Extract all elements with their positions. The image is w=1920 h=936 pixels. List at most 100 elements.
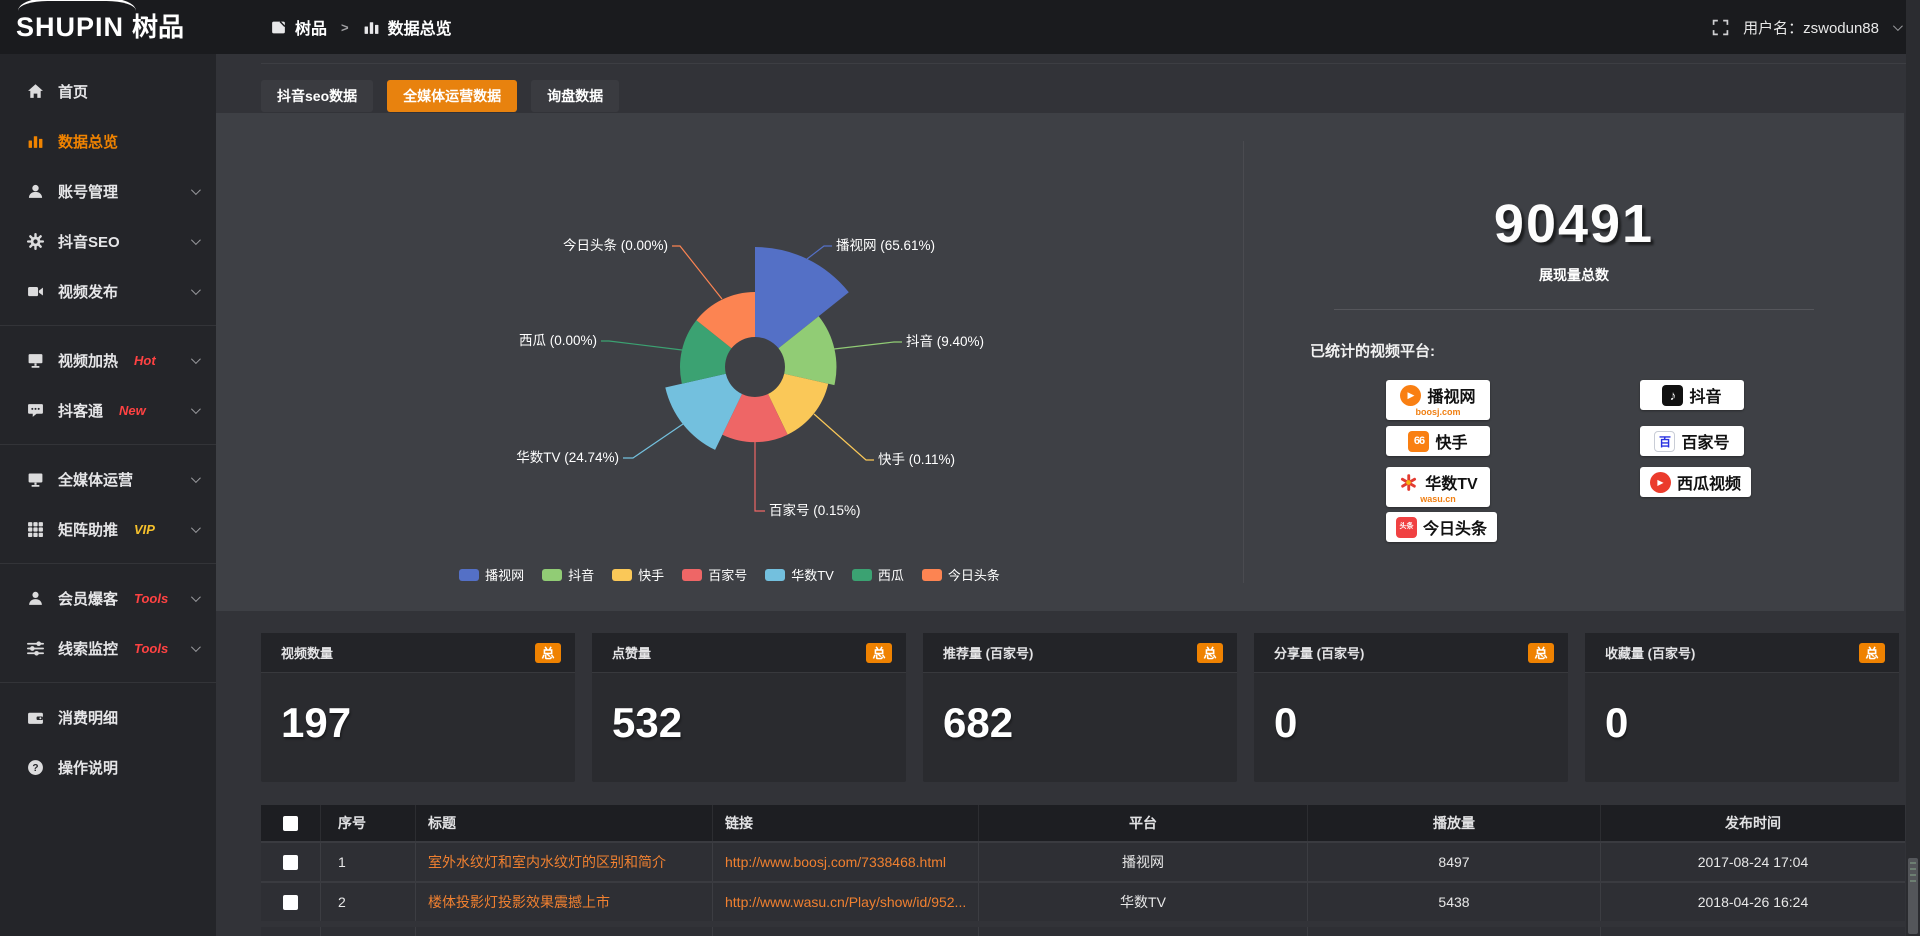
legend-item-今日头条[interactable]: 今日头条 — [921, 565, 1000, 584]
select-all-checkbox[interactable] — [283, 815, 298, 831]
chevron-down-icon[interactable] — [1892, 20, 1903, 31]
sidebar-item-label: 数据总览 — [58, 133, 119, 151]
stat-card-title: 分享量 (百家号) — [1274, 646, 1365, 661]
sidebar-item-13[interactable]: ? 操作说明 — [0, 742, 216, 792]
breadcrumb-item-home[interactable]: 树品 — [295, 21, 328, 38]
top-bar: SHUPIN 树品 树品 > 数据总览 用户名：zswodun88 — [0, 0, 1920, 54]
sidebar-item-11[interactable]: 线索监控 Tools — [0, 623, 216, 673]
row-checkbox[interactable] — [283, 854, 298, 870]
sidebar-item-12[interactable]: 消费明细 — [0, 692, 216, 742]
sidebar-item-4[interactable]: 抖音SEO — [0, 216, 216, 266]
sidebar-item-badge: Hot — [134, 352, 156, 368]
sidebar-item-1[interactable]: 首页 — [0, 66, 216, 116]
legend-item-抖音[interactable]: 抖音 — [542, 565, 594, 584]
grid-icon — [26, 520, 44, 538]
sidebar-item-label: 全媒体运营 — [58, 471, 134, 489]
pie-label: 百家号 (0.15%) — [769, 502, 861, 518]
breadcrumb-item-current[interactable]: 数据总览 — [387, 21, 452, 38]
total-badge[interactable]: 总 — [866, 642, 892, 663]
stat-card-title: 推荐量 (百家号) — [943, 646, 1034, 661]
legend-item-快手[interactable]: 快手 — [612, 565, 664, 584]
scrollbar-thumb[interactable] — [1908, 858, 1918, 934]
stat-card-value: 0 — [1605, 699, 1629, 746]
chat-icon — [26, 401, 44, 419]
sidebar: 首页数据总览账号管理 抖音SEO 视频发布视频加热 Hot 抖客通 New 全媒体运营矩阵助… — [0, 54, 216, 936]
tab-1[interactable]: 抖音seo数据 — [261, 80, 374, 112]
stat-card-value: 682 — [943, 699, 1014, 746]
pie-slice-播视网[interactable] — [755, 247, 849, 349]
platform-badge-华数TV[interactable]: 华数TV wasu.cn — [1386, 467, 1490, 507]
tab-3[interactable]: 询盘数据 — [531, 80, 620, 112]
sidebar-item-2[interactable]: 数据总览 — [0, 116, 216, 166]
legend-item-百家号[interactable]: 百家号 — [682, 565, 747, 584]
chart-legend: 播视网 抖音 快手 百家号 华数TV 西瓜 今日头条 — [216, 565, 1243, 584]
platform-badge-抖音[interactable]: ♪ 抖音 — [1640, 380, 1744, 410]
sidebar-item-6[interactable]: 视频加热 Hot — [0, 335, 216, 385]
chevron-down-icon — [190, 284, 201, 295]
tab-2[interactable]: 全媒体运营数据 — [387, 80, 518, 112]
pie-label: 今日头条 (0.00%) — [563, 237, 668, 253]
legend-item-华数TV[interactable]: 华数TV — [765, 565, 834, 584]
cell-url-link[interactable]: http://www.boosj.com/7338468.html — [725, 854, 947, 870]
pie-label-line — [601, 340, 683, 351]
table-header-row: 序号 标题 链接 平台 播放量 发布时间 — [261, 805, 1905, 841]
pie-slice-今日头条[interactable] — [696, 292, 755, 349]
toutiao-icon: 头条 — [1396, 516, 1417, 538]
stat-card-1: 视频数量 总 197 — [261, 633, 575, 782]
content-divider — [261, 63, 1906, 64]
legend-swatch — [765, 568, 786, 581]
sidebar-item-5[interactable]: 视频发布 — [0, 266, 216, 316]
pie-slice-西瓜[interactable] — [680, 320, 732, 384]
scrollbar-track[interactable] — [1906, 0, 1920, 936]
sidebar-item-7[interactable]: 抖客通 New — [0, 385, 216, 435]
pie-label: 西瓜 (0.00%) — [519, 333, 597, 348]
sliders-icon — [26, 639, 44, 657]
total-impressions-value: 90491 — [1493, 194, 1655, 254]
sidebar-item-8[interactable]: 全媒体运营 — [0, 454, 216, 504]
legend-item-西瓜[interactable]: 西瓜 — [851, 565, 904, 584]
platform-badge-今日头条[interactable]: 头条 今日头条 — [1386, 512, 1498, 542]
svg-text:?: ? — [32, 763, 38, 774]
cell-title-link[interactable]: 室外水纹灯和室内水纹灯的区别和简介 — [428, 854, 666, 870]
sidebar-item-10[interactable]: 会员爆客 Tools — [0, 573, 216, 623]
fullscreen-icon[interactable] — [1712, 19, 1729, 36]
chevron-down-icon — [190, 591, 201, 602]
platform-name: 西瓜视频 — [1677, 476, 1742, 493]
total-badge[interactable]: 总 — [535, 642, 561, 663]
pie-label-line — [623, 423, 684, 459]
pie-slice-抖音[interactable] — [778, 316, 837, 386]
platform-name: 播视网 — [1427, 389, 1476, 406]
sidebar-item-label: 会员爆客 — [58, 590, 119, 608]
pie-slice-快手[interactable] — [768, 373, 829, 435]
total-badge[interactable]: 总 — [1528, 642, 1554, 663]
legend-item-播视网[interactable]: 播视网 — [459, 565, 524, 584]
sidebar-item-label: 视频加热 — [58, 352, 119, 370]
sidebar-item-9[interactable]: 矩阵助推 VIP — [0, 504, 216, 554]
xigua-icon: ▶ — [1650, 471, 1671, 493]
platform-badge-快手[interactable]: 66 快手 — [1386, 426, 1490, 456]
douyin-icon: ♪ — [1662, 384, 1684, 406]
baijiahao-icon: 百 — [1654, 430, 1676, 452]
stat-card-3: 推荐量 (百家号) 总 682 — [923, 633, 1237, 782]
pie-slice-百家号[interactable] — [722, 394, 788, 443]
legend-swatch — [459, 568, 480, 581]
legend-swatch — [682, 568, 703, 581]
sidebar-item-label: 矩阵助推 — [58, 521, 119, 539]
total-badge[interactable]: 总 — [1197, 642, 1223, 663]
sidebar-item-3[interactable]: 账号管理 — [0, 166, 216, 216]
legend-swatch — [612, 568, 633, 581]
cell-index: 2 — [321, 883, 416, 921]
cell-url-link[interactable]: http://www.wasu.cn/Play/show/id/952... — [725, 894, 967, 910]
platform-badge-西瓜视频[interactable]: ▶ 西瓜视频 — [1640, 467, 1752, 497]
cell-title-link[interactable]: 楼体投影灯投影效果震撼上市 — [428, 894, 610, 910]
pie-slice-华数TV[interactable] — [665, 373, 742, 450]
platform-badge-百家号[interactable]: 百百家号 — [1640, 426, 1744, 456]
boosj-icon: ▶ — [1400, 384, 1422, 406]
row-checkbox[interactable] — [283, 894, 298, 910]
stat-card-title: 收藏量 (百家号) — [1605, 646, 1696, 661]
platform-badge-播视网[interactable]: ▶ 播视网 boosj.com — [1386, 380, 1490, 420]
legend-label: 百家号 — [708, 568, 748, 583]
total-badge[interactable]: 总 — [1859, 642, 1885, 663]
sidebar-divider — [0, 444, 216, 445]
sidebar-item-label: 抖客通 — [58, 402, 104, 420]
